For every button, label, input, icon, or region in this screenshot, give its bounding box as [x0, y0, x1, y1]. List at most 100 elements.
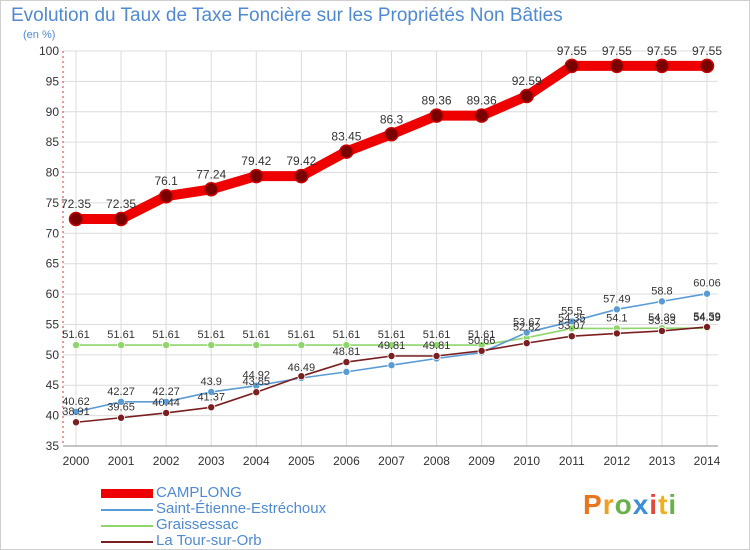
data-label-la-tour-sur-orb: 54.59	[693, 311, 721, 323]
data-point-camplong	[113, 211, 129, 227]
logo-letter: t	[658, 489, 669, 520]
data-label-saint-etienne-estrechoux: 53.67	[513, 317, 541, 329]
logo-letter: r	[602, 489, 615, 520]
data-label-saint-etienne-estrechoux: 57.49	[603, 293, 631, 305]
data-label-camplong: 97.55	[647, 44, 677, 58]
data-point-la-tour-sur-orb	[207, 403, 216, 412]
data-label-graissessac: 54.39	[693, 312, 721, 324]
data-label-camplong: 97.55	[692, 44, 722, 58]
data-label-graissessac: 51.61	[243, 329, 271, 341]
data-point-camplong	[203, 182, 219, 197]
data-label-camplong: 79.42	[241, 154, 271, 168]
data-label-saint-etienne-estrechoux: 44.92	[243, 370, 271, 382]
x-tick-label: 2010	[513, 454, 540, 468]
data-point-saint-etienne-estrechoux	[117, 397, 126, 406]
data-label-la-tour-sur-orb: 43.85	[243, 376, 271, 388]
data-point-saint-etienne-estrechoux	[162, 397, 171, 406]
data-point-graissessac	[117, 341, 126, 350]
x-tick-label: 2001	[108, 454, 135, 468]
legend-label: CAMPLONG	[156, 484, 242, 501]
data-label-saint-etienne-estrechoux: 60.06	[693, 278, 721, 290]
data-point-camplong	[384, 127, 399, 142]
x-tick-label: 2006	[333, 454, 360, 468]
data-label-graissessac: 51.61	[333, 329, 361, 341]
y-tick-label: 40	[46, 409, 60, 423]
data-point-la-tour-sur-orb	[477, 346, 486, 355]
data-point-la-tour-sur-orb	[387, 352, 396, 361]
data-label-la-tour-sur-orb: 49.81	[378, 340, 406, 352]
data-point-saint-etienne-estrechoux	[612, 305, 621, 314]
logo-letter: i	[649, 489, 659, 520]
data-point-saint-etienne-estrechoux	[522, 328, 531, 337]
x-tick-label: 2009	[468, 454, 495, 468]
x-tick-label: 2012	[604, 454, 631, 468]
data-point-la-tour-sur-orb	[522, 339, 531, 348]
x-tick-label: 2005	[288, 454, 315, 468]
data-point-saint-etienne-estrechoux	[207, 387, 216, 396]
x-tick-label: 2003	[198, 454, 225, 468]
data-label-graissessac: 51.61	[62, 329, 90, 341]
y-tick-label: 60	[46, 287, 60, 301]
data-label-graissessac: 51.61	[378, 329, 406, 341]
data-label-la-tour-sur-orb: 39.65	[107, 402, 135, 414]
legend-label: La Tour-sur-Orb	[156, 532, 262, 549]
data-point-camplong	[564, 58, 580, 74]
data-label-camplong: 72.35	[61, 197, 91, 211]
data-point-camplong	[609, 58, 625, 74]
data-label-la-tour-sur-orb: 38.91	[62, 406, 90, 418]
data-label-graissessac: 51.61	[423, 329, 451, 341]
data-label-saint-etienne-estrechoux: 42.27	[152, 386, 180, 398]
x-tick-label: 2000	[63, 454, 90, 468]
data-point-la-tour-sur-orb	[567, 332, 576, 341]
x-tick-label: 2008	[423, 454, 450, 468]
data-label-la-tour-sur-orb: 53.93	[648, 315, 676, 327]
y-tick-label: 55	[46, 317, 60, 331]
y-tick-label: 100	[39, 44, 59, 58]
data-point-camplong	[339, 144, 354, 159]
logo-letter: i	[668, 489, 678, 520]
plot-area	[63, 51, 718, 446]
data-label-graissessac: 54.1	[606, 312, 627, 324]
y-tick-label: 65	[46, 257, 60, 271]
data-point-graissessac	[252, 341, 261, 350]
data-label-la-tour-sur-orb: 53.07	[558, 320, 586, 332]
proxiti-logo: Proxiti	[583, 489, 677, 521]
data-label-saint-etienne-estrechoux: 46.49	[288, 362, 316, 374]
data-point-la-tour-sur-orb	[297, 372, 306, 381]
data-label-camplong: 97.55	[602, 44, 632, 58]
data-point-la-tour-sur-orb	[252, 388, 261, 397]
data-point-la-tour-sur-orb	[72, 418, 81, 427]
data-label-camplong: 72.35	[106, 197, 136, 211]
data-point-graissessac	[432, 341, 441, 350]
legend-swatch	[101, 509, 153, 511]
data-label-saint-etienne-estrechoux: 40.62	[62, 396, 90, 408]
y-tick-label: 80	[46, 166, 60, 180]
data-point-camplong	[249, 168, 264, 184]
data-label-graissessac: 51.61	[107, 329, 135, 341]
x-tick-label: 2014	[694, 454, 721, 468]
y-tick-label: 45	[46, 378, 60, 392]
legend-swatch	[101, 525, 153, 527]
legend-label: Graissessac	[156, 516, 239, 533]
legend-label: Saint-Étienne-Estréchoux	[156, 500, 327, 517]
data-point-la-tour-sur-orb	[657, 326, 666, 335]
y-axis-label: (en %)	[23, 29, 56, 41]
data-point-la-tour-sur-orb	[612, 329, 621, 338]
y-tick-label: 90	[46, 105, 60, 119]
data-point-la-tour-sur-orb	[162, 408, 171, 417]
data-label-la-tour-sur-orb: 40.44	[152, 397, 180, 409]
data-point-la-tour-sur-orb	[703, 322, 712, 331]
data-point-la-tour-sur-orb	[342, 358, 351, 367]
y-tick-label: 35	[46, 439, 60, 453]
data-label-graissessac: 51.61	[152, 329, 180, 341]
data-label-camplong: 76.1	[154, 174, 178, 188]
x-tick-label: 2013	[649, 454, 676, 468]
data-label-saint-etienne-estrechoux: 43.9	[201, 376, 222, 388]
data-point-graissessac	[342, 341, 351, 350]
data-label-camplong: 83.45	[331, 130, 361, 144]
logo-letter: x	[632, 489, 650, 520]
data-label-camplong: 89.36	[467, 94, 497, 108]
y-tick-label: 85	[46, 135, 60, 149]
data-label-camplong: 79.42	[286, 154, 316, 168]
